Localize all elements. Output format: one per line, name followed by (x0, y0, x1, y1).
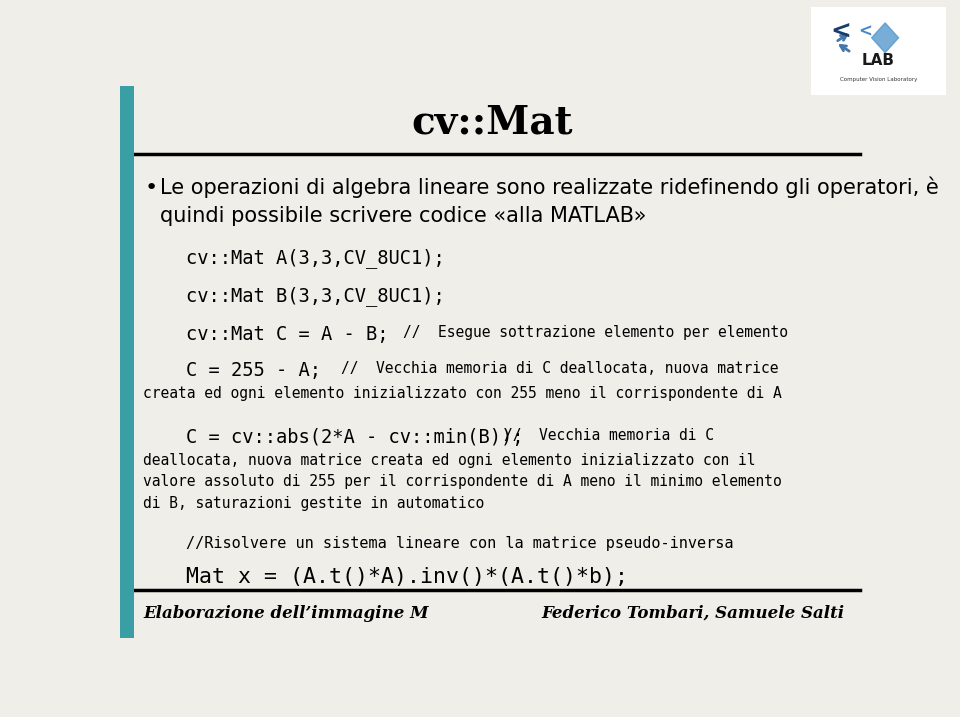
Text: Le operazioni di algebra lineare sono realizzate ridefinendo gli operatori, è
qu: Le operazioni di algebra lineare sono re… (160, 177, 939, 227)
Text: C = 255 - A;: C = 255 - A; (186, 361, 321, 380)
Text: //  Vecchia memoria di C: // Vecchia memoria di C (504, 428, 713, 443)
Text: Computer Vision Laboratory: Computer Vision Laboratory (840, 77, 917, 82)
Text: cv::Mat: cv::Mat (411, 104, 573, 142)
Text: Mat x = (A.t()*A).inv()*(A.t()*b);: Mat x = (A.t()*A).inv()*(A.t()*b); (186, 566, 628, 587)
Text: deallocata, nuova matrice creata ed ogni elemento inizializzato con il: deallocata, nuova matrice creata ed ogni… (143, 452, 756, 467)
FancyBboxPatch shape (804, 2, 953, 100)
Text: <: < (858, 23, 872, 41)
Text: C = cv::abs(2*A - cv::min(B));: C = cv::abs(2*A - cv::min(B)); (186, 428, 523, 447)
Text: //  Esegue sottrazione elemento per elemento: // Esegue sottrazione elemento per eleme… (403, 325, 788, 340)
Bar (120, 86, 134, 638)
Text: creata ed ogni elemento inizializzato con 255 meno il corrispondente di A: creata ed ogni elemento inizializzato co… (143, 386, 782, 401)
Text: <: < (830, 19, 852, 44)
Text: •: • (145, 179, 158, 199)
Text: LAB: LAB (862, 53, 895, 68)
Text: cv::Mat C = A - B;: cv::Mat C = A - B; (186, 325, 389, 343)
Polygon shape (872, 23, 899, 52)
Text: Federico Tombari, Samuele Salti: Federico Tombari, Samuele Salti (541, 605, 845, 622)
Text: di B, saturazioni gestite in automatico: di B, saturazioni gestite in automatico (143, 495, 485, 511)
Text: Elaborazione dell’immagine M: Elaborazione dell’immagine M (143, 605, 429, 622)
Text: cv::Mat B(3,3,CV_8UC1);: cv::Mat B(3,3,CV_8UC1); (186, 286, 444, 306)
Text: //Risolvere un sistema lineare con la matrice pseudo-inversa: //Risolvere un sistema lineare con la ma… (186, 536, 733, 551)
Text: cv::Mat A(3,3,CV_8UC1);: cv::Mat A(3,3,CV_8UC1); (186, 248, 444, 267)
Text: //  Vecchia memoria di C deallocata, nuova matrice: // Vecchia memoria di C deallocata, nuov… (341, 361, 779, 376)
Text: valore assoluto di 255 per il corrispondente di A meno il minimo elemento: valore assoluto di 255 per il corrispond… (143, 474, 782, 489)
